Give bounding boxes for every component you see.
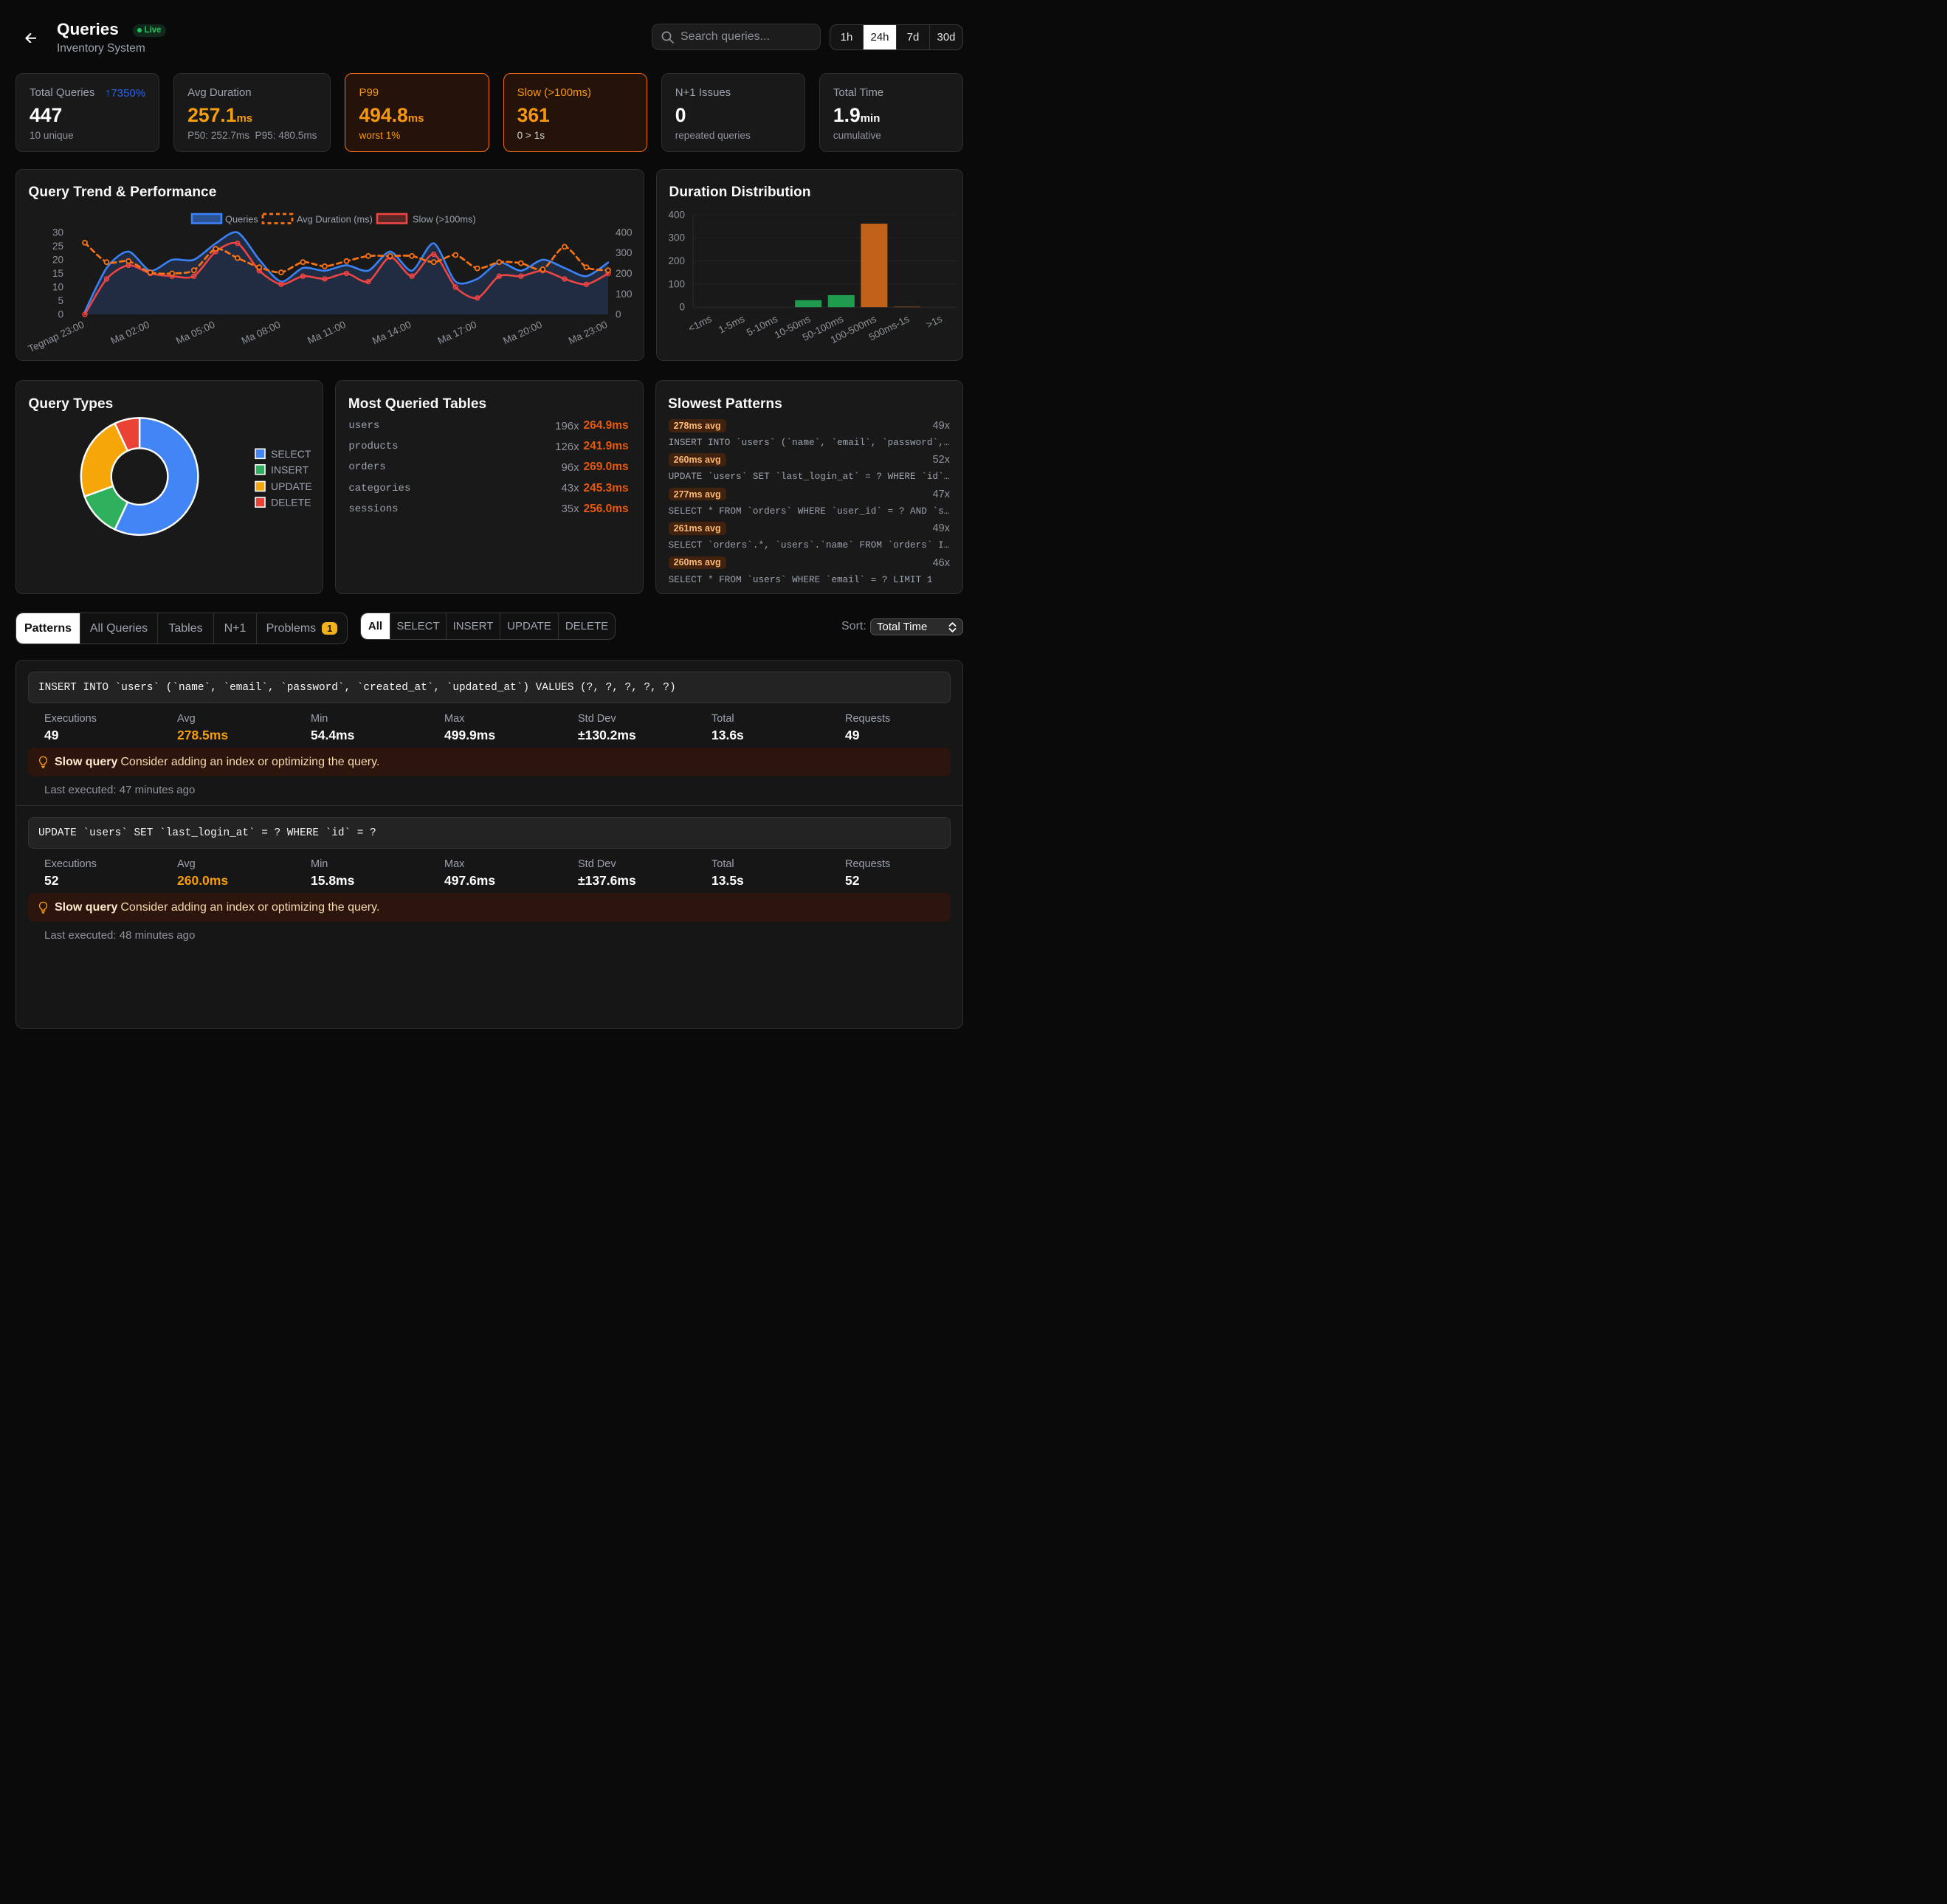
svg-text:<1ms: <1ms — [686, 313, 714, 334]
svg-text:Ma 23:00: Ma 23:00 — [567, 319, 609, 346]
svg-text:Ma 08:00: Ma 08:00 — [240, 319, 282, 346]
svg-text:0: 0 — [616, 309, 621, 320]
svg-text:100: 100 — [616, 289, 633, 300]
svg-text:Ma 11:00: Ma 11:00 — [306, 319, 347, 346]
svg-text:0: 0 — [58, 309, 63, 320]
svg-text:INSERT: INSERT — [271, 463, 309, 475]
svg-text:10: 10 — [52, 282, 63, 293]
svg-text:Ma 17:00: Ma 17:00 — [436, 319, 478, 346]
svg-text:20: 20 — [52, 255, 63, 266]
svg-text:1-5ms: 1-5ms — [717, 313, 746, 336]
svg-text:>1s: >1s — [925, 313, 945, 331]
svg-text:300: 300 — [668, 232, 685, 244]
svg-text:Queries: Queries — [225, 214, 258, 225]
svg-text:400: 400 — [668, 209, 685, 220]
svg-text:200: 200 — [616, 268, 633, 279]
svg-text:300: 300 — [616, 247, 633, 258]
svg-text:5: 5 — [58, 295, 63, 306]
svg-text:Avg Duration (ms): Avg Duration (ms) — [297, 214, 373, 225]
svg-text:Slow (>100ms): Slow (>100ms) — [413, 214, 476, 225]
svg-text:100: 100 — [668, 278, 685, 289]
svg-text:30: 30 — [52, 227, 63, 238]
svg-text:25: 25 — [52, 241, 63, 252]
svg-text:DELETE: DELETE — [271, 497, 311, 508]
svg-text:Tegnap 23:00: Tegnap 23:00 — [27, 319, 86, 354]
svg-text:400: 400 — [616, 227, 633, 238]
svg-text:Ma 05:00: Ma 05:00 — [174, 319, 216, 346]
svg-text:200: 200 — [668, 255, 685, 266]
svg-text:Ma 20:00: Ma 20:00 — [501, 319, 543, 346]
svg-text:Ma 14:00: Ma 14:00 — [371, 319, 413, 346]
svg-text:Ma 02:00: Ma 02:00 — [109, 319, 151, 346]
svg-text:SELECT: SELECT — [271, 448, 311, 460]
svg-text:15: 15 — [52, 268, 63, 279]
svg-text:UPDATE: UPDATE — [271, 480, 312, 492]
svg-text:0: 0 — [679, 302, 685, 313]
